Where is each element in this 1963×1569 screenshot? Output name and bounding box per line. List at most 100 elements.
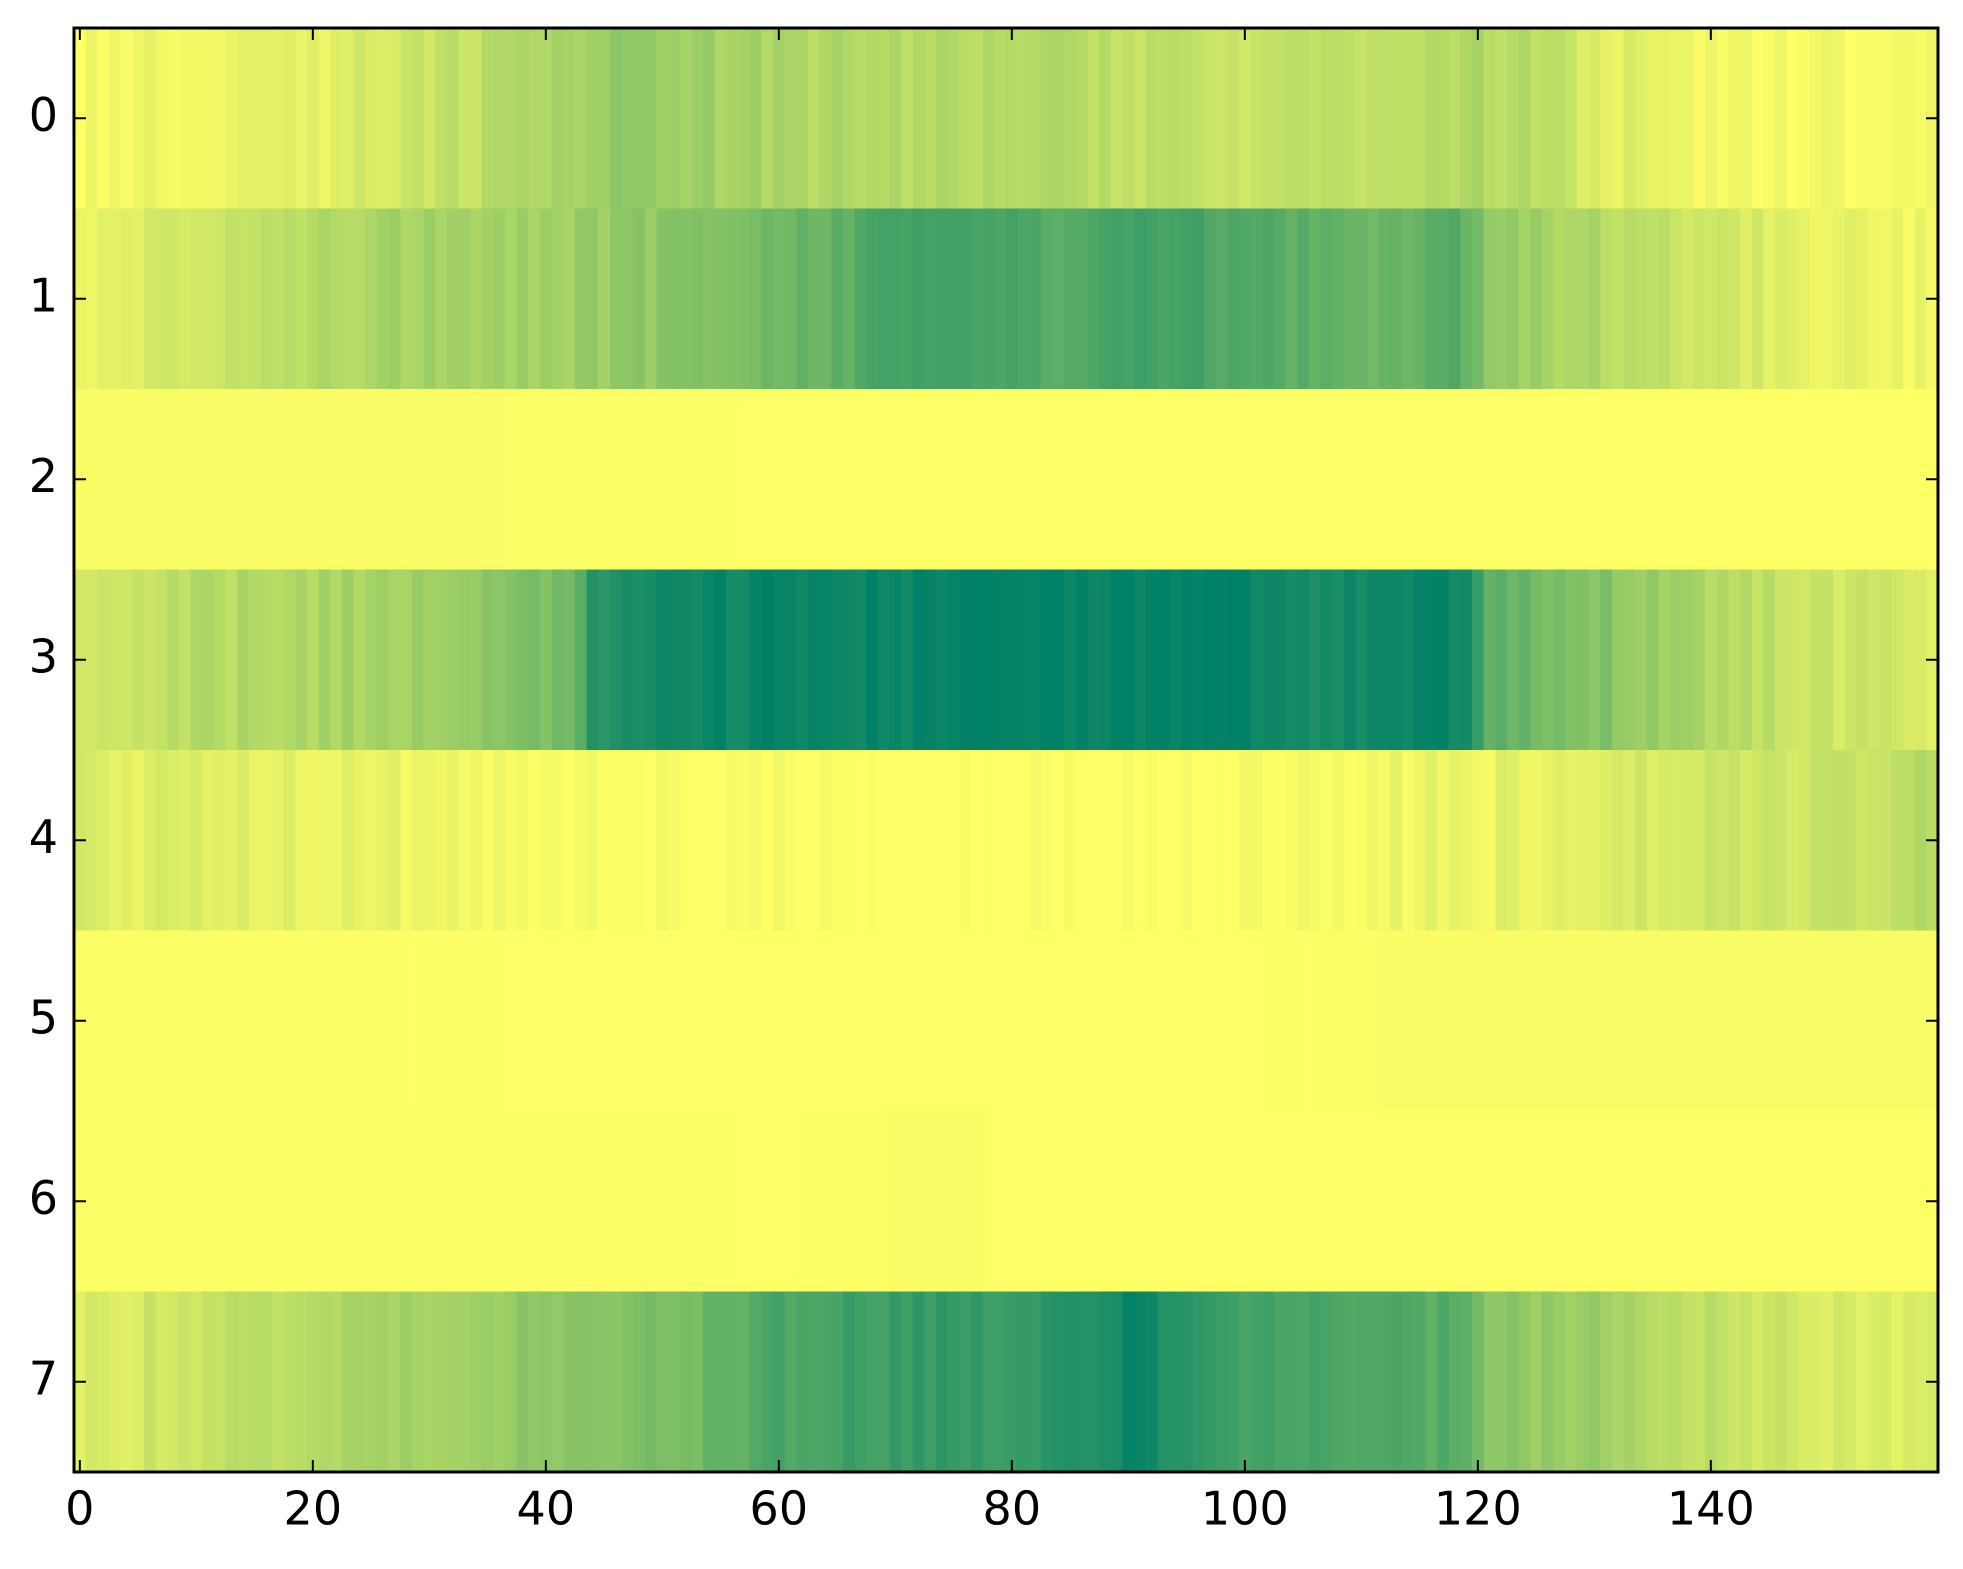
heatmap-cell (1215, 930, 1228, 1112)
heatmap-cell (1821, 389, 1834, 571)
heatmap-cell (703, 569, 716, 751)
heatmap-cell (773, 569, 786, 751)
heatmap-cell (1122, 208, 1135, 390)
heatmap-cell (1658, 208, 1671, 390)
heatmap-cell (877, 930, 891, 1112)
heatmap-cell (1169, 1291, 1182, 1473)
heatmap-cell (609, 569, 623, 751)
heatmap-cell (773, 750, 786, 932)
heatmap-cell (400, 28, 413, 210)
heatmap-cell (97, 1291, 110, 1473)
heatmap-cell (260, 1111, 273, 1293)
heatmap-cell (318, 1111, 331, 1293)
heatmap-cell (225, 28, 238, 210)
heatmap-cell (1448, 1291, 1461, 1473)
heatmap-cell (1180, 1111, 1193, 1293)
heatmap-cell (1809, 1111, 1823, 1293)
heatmap-cell (97, 930, 110, 1112)
heatmap-cell (761, 208, 774, 390)
heatmap-cell (528, 28, 541, 210)
y-tick-label: 6 (29, 1171, 58, 1225)
heatmap-cell (1600, 389, 1613, 571)
heatmap-cell (563, 389, 576, 571)
heatmap-cell (97, 750, 110, 932)
heatmap-cell (621, 389, 634, 571)
heatmap-cell (272, 750, 285, 932)
heatmap-cell (551, 208, 564, 390)
heatmap-cell (1087, 389, 1100, 571)
heatmap-cell (1239, 389, 1252, 571)
heatmap-cell (1914, 930, 1927, 1112)
heatmap-cell (213, 750, 227, 932)
heatmap-cell (726, 1291, 739, 1473)
heatmap-cell (1180, 750, 1193, 932)
heatmap-cell (1646, 1291, 1659, 1473)
heatmap-cell (1308, 1111, 1322, 1293)
heatmap-cell (761, 1291, 774, 1473)
heatmap-cell (540, 389, 553, 571)
heatmap-cell (749, 28, 762, 210)
heatmap-cell (1728, 1291, 1741, 1473)
heatmap-cell (912, 389, 926, 571)
heatmap-cell (155, 750, 168, 932)
heatmap-cell (307, 208, 320, 390)
heatmap-cell (912, 930, 926, 1112)
heatmap-cell (1646, 1111, 1659, 1293)
heatmap-cell (714, 750, 727, 932)
heatmap-cell (272, 1111, 285, 1293)
heatmap-cell (668, 569, 681, 751)
heatmap-cell (1891, 750, 1904, 932)
heatmap-cell (120, 1111, 133, 1293)
heatmap-cell (1716, 1111, 1729, 1293)
heatmap-cell (1087, 1111, 1100, 1293)
heatmap-cell (493, 208, 506, 390)
heatmap-cell (1728, 208, 1741, 390)
heatmap-cell (1751, 930, 1764, 1112)
heatmap-cell (376, 569, 390, 751)
heatmap-cell (97, 389, 110, 571)
heatmap-cell (97, 569, 110, 751)
heatmap-cell (761, 1111, 774, 1293)
heatmap-cell (1087, 750, 1100, 932)
heatmap-cell (1693, 28, 1706, 210)
heatmap-cell (1856, 569, 1869, 751)
heatmap-cell (947, 930, 960, 1112)
heatmap-cell (120, 569, 133, 751)
heatmap-cell (1798, 208, 1811, 390)
heatmap-cell (633, 208, 646, 390)
heatmap-cell (1751, 1291, 1764, 1473)
heatmap-cell (1774, 930, 1788, 1112)
heatmap-cell (668, 28, 681, 210)
heatmap-cell (644, 750, 658, 932)
heatmap-cell (446, 930, 460, 1112)
heatmap-cell (807, 569, 821, 751)
heatmap-cell (714, 28, 727, 210)
heatmap-cell (213, 28, 227, 210)
heatmap-cell (1134, 1111, 1147, 1293)
heatmap-cell (470, 28, 483, 210)
heatmap-cell (656, 389, 669, 571)
heatmap-cell (1553, 389, 1566, 571)
heatmap-cell (1075, 389, 1089, 571)
heatmap-cell (155, 1111, 168, 1293)
heatmap-cell (1145, 569, 1159, 751)
heatmap-cell (1553, 930, 1566, 1112)
heatmap-cell (901, 930, 914, 1112)
heatmap-cell (1029, 389, 1042, 571)
heatmap-cell (1390, 750, 1403, 932)
heatmap-cell (1635, 1111, 1648, 1293)
heatmap-cell (877, 28, 891, 210)
heatmap-cell (1378, 750, 1392, 932)
heatmap-cell (143, 389, 157, 571)
heatmap-cell (1623, 208, 1636, 390)
heatmap-cell (924, 930, 937, 1112)
heatmap-cell (388, 930, 401, 1112)
heatmap-cell (1308, 1291, 1322, 1473)
heatmap-cell (668, 750, 681, 932)
heatmap-cell (819, 389, 832, 571)
heatmap-cell (120, 28, 133, 210)
heatmap-cell (202, 1111, 215, 1293)
heatmap-cell (213, 569, 227, 751)
heatmap-cell (516, 1111, 529, 1293)
heatmap-cell (633, 1291, 646, 1473)
